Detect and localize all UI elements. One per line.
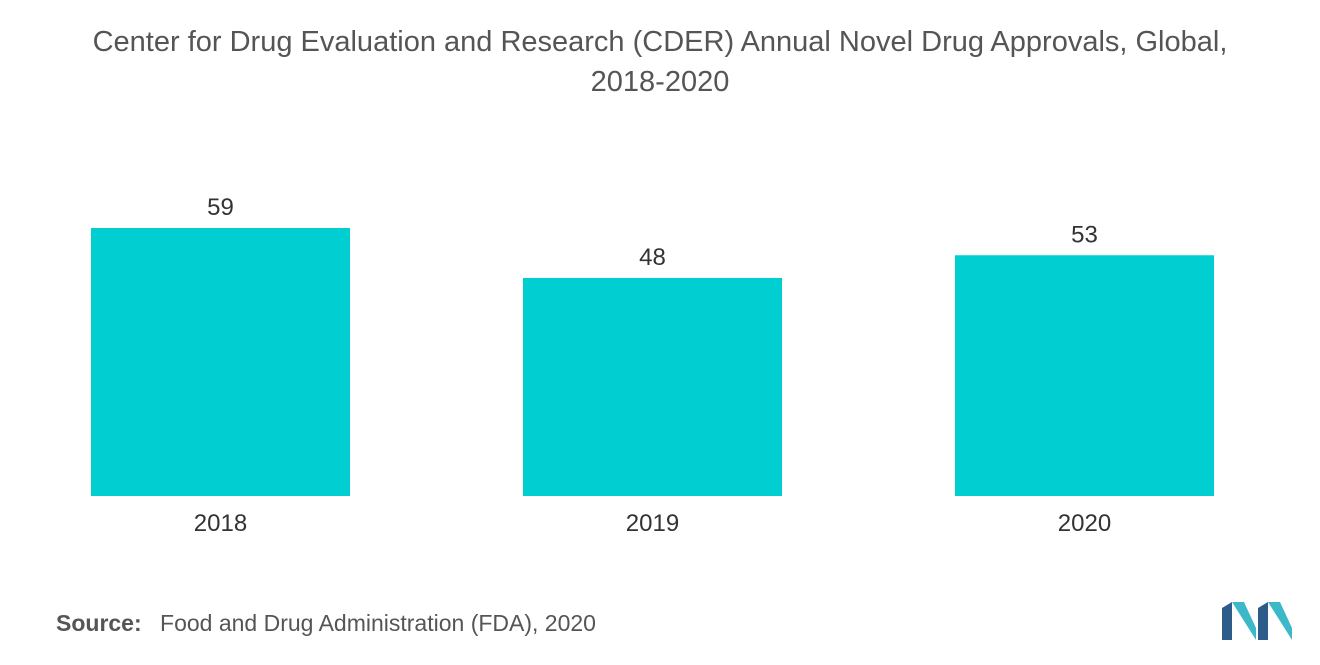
- bar-2019: [523, 277, 782, 496]
- data-label-2018: 59: [207, 194, 234, 221]
- x-tick-label-2020: 2020: [1058, 510, 1111, 537]
- bar-2018: [91, 228, 350, 496]
- source-label: Source:: [56, 610, 142, 636]
- source-note: Source: Food and Drug Administration (FD…: [56, 610, 596, 637]
- source-text: Food and Drug Administration (FDA), 2020: [160, 610, 596, 636]
- data-label-2020: 53: [1071, 221, 1098, 248]
- x-tick-label-2018: 2018: [194, 510, 247, 537]
- x-tick-label-2019: 2019: [626, 510, 679, 537]
- chart-title-line-1: Center for Drug Evaluation and Research …: [92, 26, 1228, 58]
- bar-2020: [955, 255, 1214, 496]
- chart-title: Center for Drug Evaluation and Research …: [0, 22, 1320, 102]
- mordor-intelligence-logo-icon: [1222, 602, 1292, 640]
- data-label-2019: 48: [639, 244, 666, 271]
- chart-title-line-2: 2018-2020: [590, 66, 730, 98]
